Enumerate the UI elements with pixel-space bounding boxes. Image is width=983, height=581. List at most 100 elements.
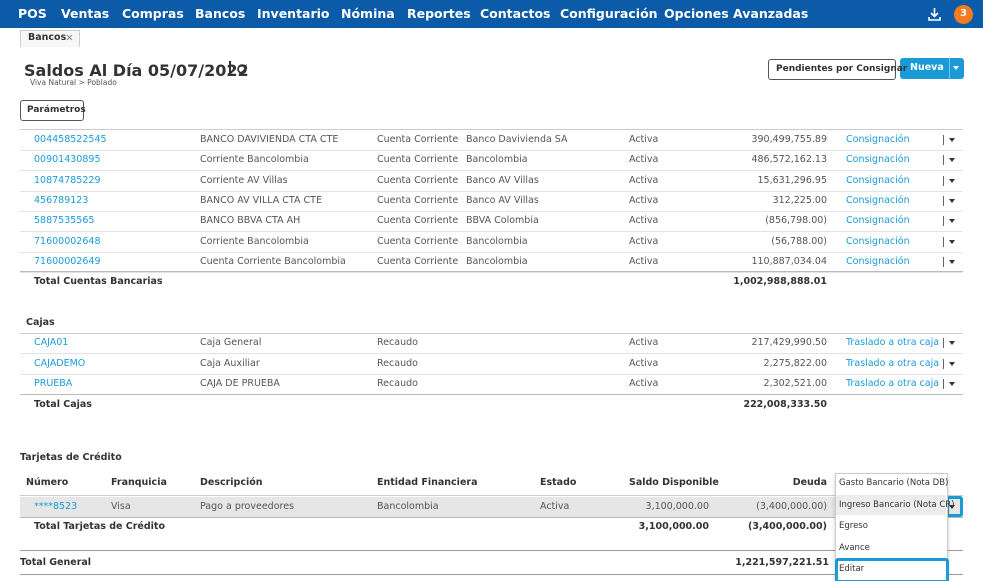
total-label: Total Cuentas Bancarias <box>34 276 163 287</box>
cash-link[interactable]: CAJA01 <box>34 337 69 348</box>
row-menu-sep <box>943 379 944 389</box>
action-link[interactable]: Consignación <box>846 255 910 267</box>
cell: BBVA Colombia <box>466 215 539 227</box>
account-link[interactable]: 5887535565 <box>34 215 95 227</box>
row-menu-toggle[interactable] <box>949 158 955 163</box>
nav-item[interactable]: Bancos <box>195 6 246 21</box>
menu-item[interactable]: Gasto Bancario (Nota DB) <box>839 478 949 488</box>
row-menu-toggle[interactable] <box>949 219 955 224</box>
cell: Activa <box>629 255 659 267</box>
tab-close[interactable] <box>66 31 73 45</box>
nav-item[interactable]: Compras <box>122 6 184 21</box>
new-divider <box>949 58 950 79</box>
cell: Activa <box>629 337 659 348</box>
cell: Activa <box>629 235 659 247</box>
tab-bg[interactable] <box>20 30 80 47</box>
action-link[interactable]: Traslado a otra caja <box>846 378 940 389</box>
new-button-label[interactable]: Nueva <box>910 62 944 73</box>
account-link[interactable]: 00901430895 <box>34 154 101 166</box>
cell: Corriente AV Villas <box>200 174 288 186</box>
row-menu-toggle[interactable] <box>949 505 955 509</box>
tab-label[interactable]: Bancos <box>28 32 67 43</box>
action-link[interactable]: Consignación <box>846 215 910 227</box>
account-link[interactable]: 10874785229 <box>34 174 101 186</box>
refresh-icon[interactable] <box>236 63 248 75</box>
action-link[interactable]: Consignación <box>846 235 910 247</box>
nav-item[interactable]: Configuración <box>560 6 658 21</box>
row-menu-toggle[interactable] <box>949 198 955 203</box>
cell: BANCO BBVA CTA AH <box>200 215 301 227</box>
cell: Bancolombia <box>466 235 528 247</box>
cell: Activa <box>629 378 659 389</box>
row-divider <box>20 129 963 130</box>
cell: Activa <box>629 154 659 166</box>
nav-item[interactable]: Inventario <box>257 6 330 21</box>
balance: (56,788.00) <box>771 235 827 247</box>
account-link[interactable]: 71600002648 <box>34 235 101 247</box>
cell: Recaudo <box>377 337 418 348</box>
menu-item[interactable]: Avance <box>839 543 870 553</box>
row-menu-sep <box>943 358 944 369</box>
cell: Activa <box>629 174 659 186</box>
dropdown-menu <box>835 473 948 581</box>
row-divider <box>20 271 963 273</box>
column-header: Saldo Disponible <box>629 477 719 488</box>
account-link[interactable]: 004458522545 <box>34 134 107 145</box>
new-caret[interactable] <box>953 66 959 70</box>
row-menu-toggle[interactable] <box>949 341 955 345</box>
cell: Cuenta Corriente <box>377 194 459 206</box>
row-menu-toggle[interactable] <box>949 382 955 386</box>
row-menu-toggle[interactable] <box>949 239 955 244</box>
row-menu-toggle[interactable] <box>949 259 955 264</box>
row-menu-toggle[interactable] <box>949 178 955 183</box>
row-menu-toggle[interactable] <box>949 138 955 142</box>
row-divider <box>20 394 963 395</box>
action-link[interactable]: Traslado a otra caja <box>846 337 940 348</box>
nav-item[interactable]: Contactos <box>480 6 551 21</box>
action-link[interactable]: Consignación <box>846 154 910 166</box>
menu-item[interactable]: Editar <box>839 564 865 574</box>
row-divider <box>20 190 963 192</box>
section-title: Cajas <box>26 317 55 328</box>
selected-row-bg <box>20 497 963 517</box>
menu-item[interactable]: Ingreso Bancario (Nota CR) <box>839 500 955 510</box>
cell: BANCO AV VILLA CTA CTE <box>200 194 322 206</box>
account-link[interactable]: 71600002649 <box>34 255 101 267</box>
cell: Activa <box>629 134 659 145</box>
grand-total-label: Total General <box>20 557 92 568</box>
pending-button[interactable] <box>768 59 896 80</box>
total-label: Total Cajas <box>34 399 92 410</box>
cash-link[interactable]: CAJADEMO <box>34 357 86 369</box>
action-link[interactable]: Traslado a otra caja <box>846 357 940 369</box>
menu-item[interactable]: Egreso <box>839 521 868 531</box>
card-link[interactable]: ****8523 <box>34 501 78 512</box>
cell: Banco Davivienda SA <box>466 134 568 145</box>
nav-item[interactable]: Nómina <box>341 6 395 21</box>
action-link[interactable]: Consignación <box>846 194 910 206</box>
column-header: Franquicia <box>111 477 167 488</box>
row-divider <box>20 495 963 496</box>
row-menu-toggle[interactable] <box>949 361 955 366</box>
dropdown-hover <box>836 495 946 515</box>
nav-item[interactable]: Opciones Avanzadas <box>664 6 809 21</box>
pending-button-label[interactable]: Pendientes por Consignar <box>776 64 908 74</box>
account-link[interactable]: 456789123 <box>34 194 89 206</box>
balance: 312,225.00 <box>772 194 827 206</box>
nav-item[interactable]: POS <box>18 6 47 21</box>
cash-link[interactable]: PRUEBA <box>34 378 73 389</box>
row-menu-sep <box>943 256 944 267</box>
title-divider <box>229 61 231 76</box>
new-button[interactable] <box>900 58 964 79</box>
action-link[interactable]: Consignación <box>846 174 910 186</box>
nav-item[interactable]: Reportes <box>407 6 471 21</box>
nav-item[interactable]: Ventas <box>61 6 110 21</box>
cell: Banco AV Villas <box>466 194 539 206</box>
download-icon[interactable] <box>927 7 942 21</box>
action-link[interactable]: Consignación <box>846 134 910 145</box>
notification-count: 3 <box>960 8 967 19</box>
parameters-label[interactable]: Parámetros <box>27 105 86 115</box>
cell: Visa <box>111 501 131 512</box>
cell: Recaudo <box>377 378 418 389</box>
row-divider <box>20 251 963 253</box>
parameters-button[interactable] <box>20 100 84 121</box>
